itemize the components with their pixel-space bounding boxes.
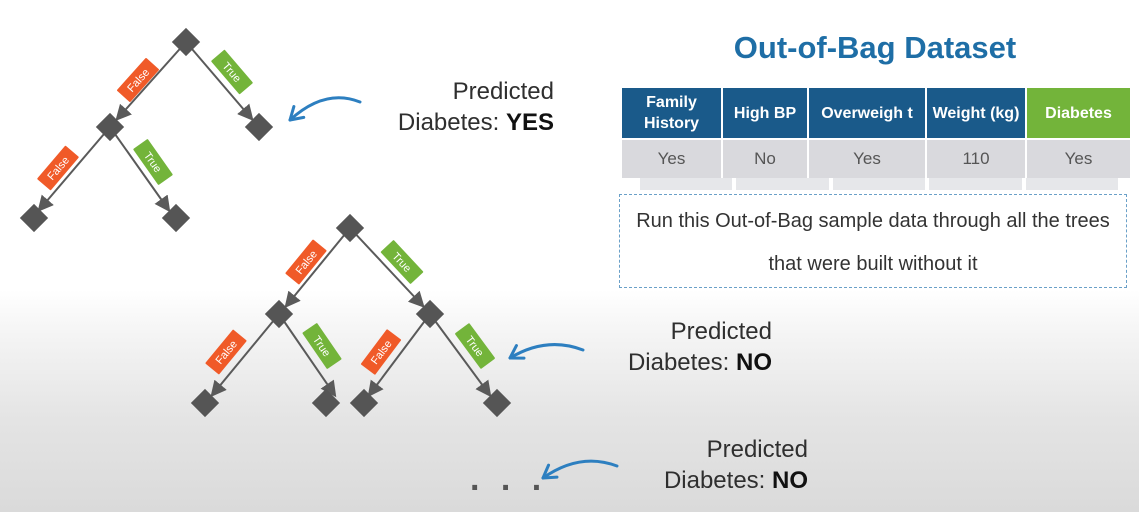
faded-table-row: [640, 178, 1119, 190]
tree-node: [19, 203, 49, 233]
oob-note: Run this Out-of-Bag sample data through …: [619, 194, 1127, 288]
tree-node: [311, 388, 341, 418]
prediction-1-prefix: Diabetes:: [397, 109, 506, 136]
pointer-arrowhead-icon: [541, 463, 559, 480]
faded-cell: [832, 178, 926, 190]
tree-node: [349, 388, 379, 418]
false-branch-label: False: [360, 329, 402, 375]
true-branch-label: True: [380, 240, 424, 284]
table-row: Yes No Yes 110 Yes: [620, 138, 1132, 180]
faded-cell: [929, 178, 1022, 190]
oob-title: Out-of-Bag Dataset: [733, 30, 1017, 65]
cell-diabetes: Yes: [1025, 138, 1132, 180]
pointer-arrow-icon: [541, 459, 619, 480]
tree-node: [264, 299, 294, 329]
tree-node: [161, 203, 191, 233]
header-high-bp: High BP: [721, 86, 809, 140]
false-branch-label: False: [205, 329, 247, 375]
prediction-2-line1: Predicted: [670, 318, 772, 345]
tree-edge: [210, 313, 280, 398]
faded-cell: [640, 178, 733, 190]
cell-weight: 110: [925, 138, 1027, 180]
cell-family-history: Yes: [620, 138, 723, 180]
tree-edge: [185, 41, 254, 122]
ellipsis: . . .: [470, 460, 547, 498]
tree-edge: [284, 227, 351, 309]
cell-high-bp: No: [721, 138, 809, 180]
prediction-2-value: NO: [736, 349, 772, 376]
false-branch-label: False: [37, 145, 79, 191]
cell-overweight: Yes: [807, 138, 927, 180]
header-diabetes: Diabetes: [1025, 86, 1132, 140]
pointer-arrow-icon: [508, 343, 585, 360]
false-branch-label: False: [285, 239, 327, 285]
tree-edge: [37, 126, 111, 213]
prediction-2: Predicted Diabetes: NO: [600, 316, 772, 378]
tree-edge: [109, 126, 171, 213]
prediction-1-line1: Predicted: [452, 78, 554, 105]
oob-table: Family History High BP Overweigh t Weigh…: [620, 86, 1132, 180]
true-branch-label: True: [302, 323, 342, 369]
true-branch-label: True: [211, 49, 253, 95]
prediction-3-value: NO: [772, 467, 808, 494]
true-branch-label: True: [133, 139, 173, 185]
faded-cell: [1025, 178, 1119, 190]
tree-edge: [429, 313, 492, 398]
faded-cell: [736, 178, 829, 190]
tree-node: [415, 299, 445, 329]
header-overweight: Overweigh t: [807, 86, 927, 140]
oob-header-row: Family History High BP Overweigh t Weigh…: [620, 86, 1132, 140]
tree-node: [482, 388, 512, 418]
tree-edge: [349, 227, 425, 308]
header-weight: Weight (kg): [925, 86, 1027, 140]
tree-edge: [367, 313, 431, 398]
prediction-3-line1: Predicted: [706, 436, 808, 463]
pointer-arrowhead-icon: [508, 344, 526, 360]
header-family-history: Family History: [620, 86, 723, 140]
prediction-3-prefix: Diabetes:: [663, 467, 772, 494]
tree-edge: [278, 313, 337, 398]
pointer-arrow-icon: [288, 96, 362, 122]
prediction-1: Predicted Diabetes: YES: [380, 76, 554, 138]
prediction-2-prefix: Diabetes:: [627, 349, 736, 376]
pointer-arrowhead-icon: [288, 105, 306, 122]
prediction-1-value: YES: [505, 109, 554, 136]
prediction-3: Predicted Diabetes: NO: [630, 434, 808, 496]
true-branch-label: True: [455, 323, 495, 369]
tree-edge: [115, 41, 187, 121]
